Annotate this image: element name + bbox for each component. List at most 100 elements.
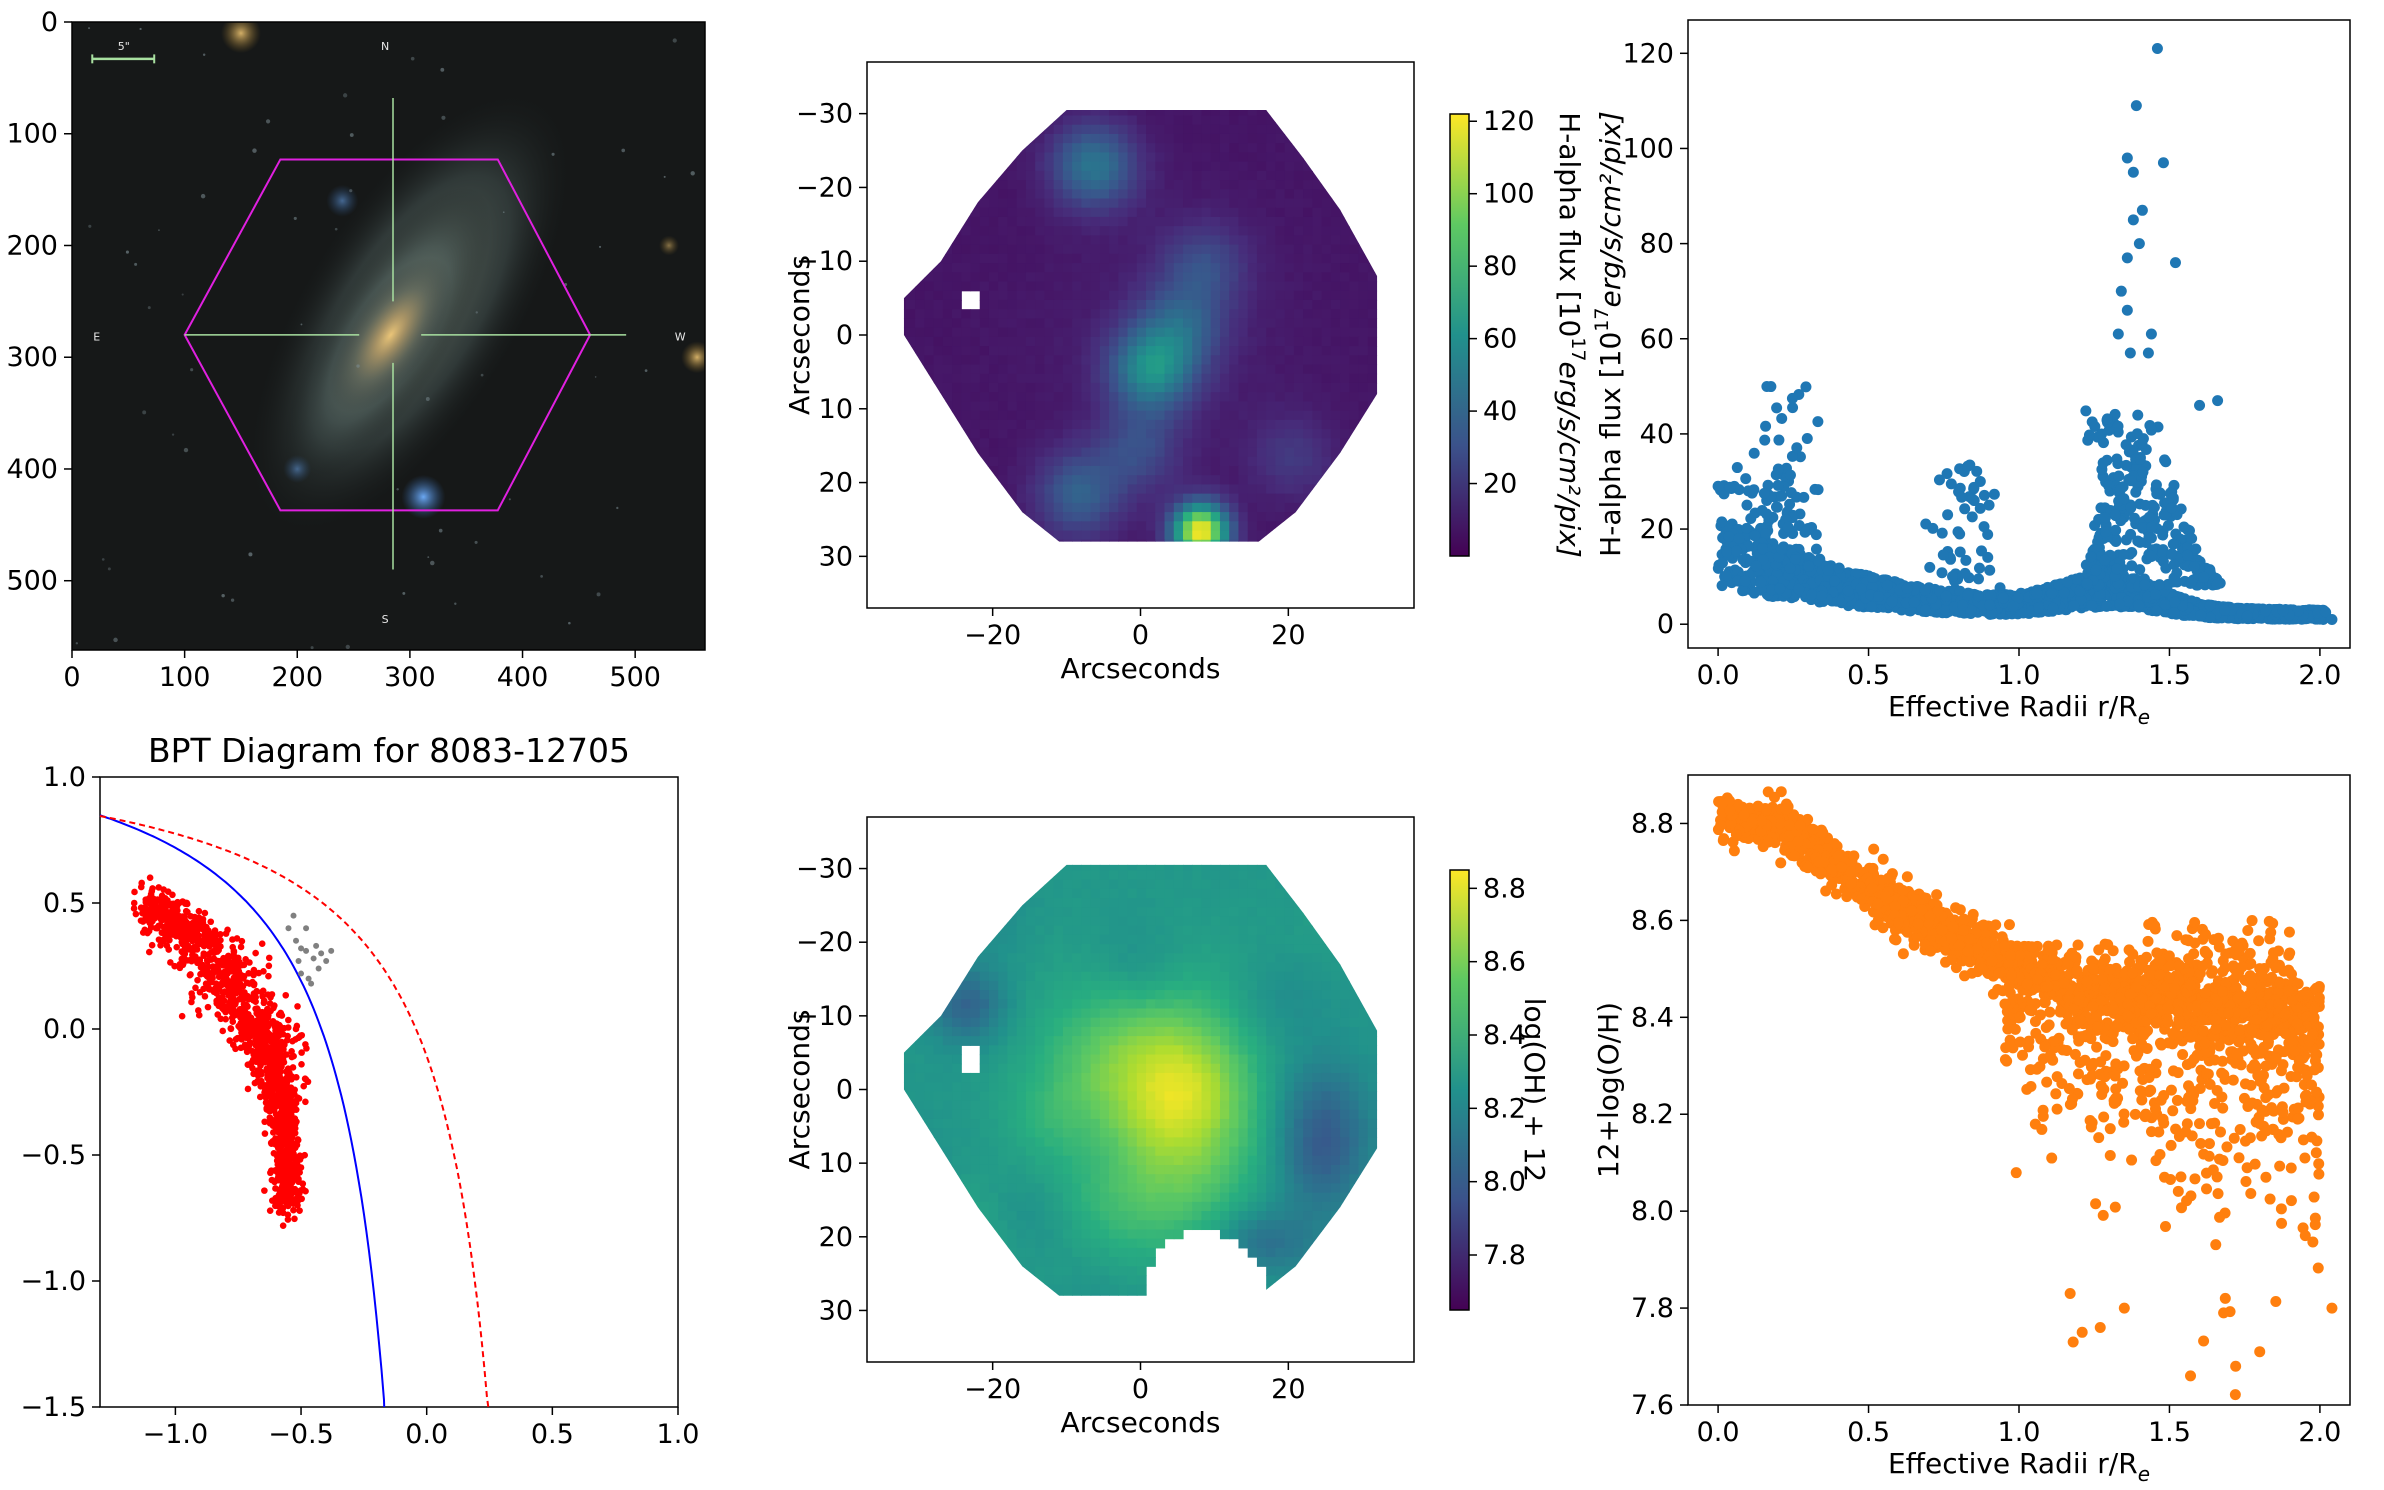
map-pixel	[1229, 401, 1240, 412]
map-pixel	[1025, 318, 1036, 329]
map-pixel	[1349, 133, 1360, 144]
map-pixel	[915, 465, 925, 476]
map-pixel	[1025, 336, 1036, 347]
map-pixel	[979, 235, 990, 246]
map-pixel	[1247, 530, 1258, 541]
map-pixel	[905, 189, 916, 200]
map-pixel	[1016, 152, 1027, 163]
map-pixel	[1340, 419, 1350, 430]
map-pixel	[1136, 373, 1147, 384]
map-pixel	[903, 392, 907, 403]
map-pixel	[970, 512, 981, 522]
map-pixel	[952, 355, 962, 366]
map-pixel	[1256, 392, 1267, 403]
map-pixel	[1127, 170, 1138, 181]
map-pixel	[1016, 189, 1027, 200]
map-pixel	[1164, 336, 1175, 347]
map-pixel	[1007, 373, 1018, 384]
map-pixel	[1275, 530, 1286, 541]
map-pixel	[1293, 475, 1304, 486]
map-pixel	[1044, 309, 1055, 319]
x-axis-label: Arcseconds	[1061, 652, 1221, 685]
map-pixel	[1293, 465, 1304, 476]
map-pixel	[1044, 410, 1055, 421]
map-pixel	[1099, 309, 1110, 319]
map-pixel	[1367, 419, 1378, 430]
map-pixel	[1210, 198, 1221, 209]
map-pixel	[1284, 180, 1295, 190]
map-pixel	[979, 336, 990, 347]
map-pixel	[1136, 456, 1147, 467]
map-pixel	[1229, 475, 1240, 486]
map-pixel	[1072, 281, 1082, 292]
map-pixel	[1256, 299, 1267, 310]
map-pixel	[961, 484, 972, 495]
map-pixel	[1109, 170, 1119, 181]
map-pixel	[1367, 447, 1378, 458]
map-pixel	[1090, 143, 1101, 153]
map-pixel	[998, 216, 1009, 227]
map-pixel	[1192, 484, 1203, 495]
map-pixel	[1349, 419, 1360, 430]
background-star	[147, 306, 151, 310]
map-pixel	[1090, 235, 1101, 246]
map-pixel	[1109, 447, 1119, 458]
map-pixel	[1146, 180, 1156, 190]
map-pixel	[1044, 263, 1055, 273]
map-pixel	[933, 281, 944, 292]
map-pixel	[970, 318, 981, 329]
map-pixel	[915, 419, 925, 430]
map-pixel	[988, 327, 999, 338]
map-pixel	[905, 447, 916, 458]
map-pixel	[1164, 327, 1175, 338]
map-pixel	[961, 456, 972, 467]
map-pixel	[1109, 263, 1119, 273]
map-pixel	[1358, 484, 1369, 495]
map-pixel	[905, 373, 916, 384]
map-pixel	[1016, 475, 1027, 486]
map-pixel	[979, 493, 990, 504]
map-pixel	[1044, 143, 1055, 153]
map-pixel	[1201, 419, 1212, 430]
map-pixel	[1016, 336, 1027, 347]
map-pixel	[1081, 152, 1092, 163]
map-pixel	[1377, 318, 1387, 328]
map-pixel	[1109, 410, 1119, 421]
map-pixel	[924, 410, 935, 421]
map-pixel	[1007, 244, 1018, 255]
map-pixel	[1127, 438, 1138, 449]
map-pixel	[1192, 318, 1203, 329]
map-pixel	[1081, 410, 1092, 421]
map-pixel	[1229, 263, 1240, 273]
background-star	[88, 224, 92, 228]
map-pixel	[1062, 309, 1073, 319]
map-pixel	[1340, 272, 1350, 283]
map-pixel	[1090, 244, 1101, 255]
map-pixel	[1312, 299, 1323, 310]
map-pixel	[1072, 226, 1082, 236]
data-point	[1956, 491, 1968, 503]
map-pixel	[905, 484, 916, 495]
map-pixel	[903, 115, 907, 126]
map-pixel	[1192, 336, 1203, 347]
scatter-points	[1712, 43, 2338, 625]
map-pixel	[1349, 263, 1360, 273]
map-pixel	[1349, 530, 1360, 541]
map-pixel	[1330, 143, 1341, 153]
map-pixel	[915, 244, 925, 255]
map-pixel	[952, 465, 962, 476]
map-pixel	[1016, 115, 1027, 126]
map-pixel	[1109, 235, 1119, 246]
map-pixel	[1090, 530, 1101, 541]
foreground-star	[681, 341, 705, 374]
colorbar-label-text: H-alpha flux [10	[1553, 112, 1586, 337]
map-pixel	[952, 309, 962, 319]
map-pixel	[924, 216, 935, 227]
map-pixel	[1127, 133, 1138, 144]
map-pixel	[1035, 438, 1046, 449]
y-tick-label: 100	[1622, 133, 1674, 164]
map-pixel	[1340, 281, 1350, 292]
map-pixel	[1016, 493, 1027, 504]
map-pixel	[1072, 419, 1082, 430]
map-pixel	[1275, 539, 1286, 542]
